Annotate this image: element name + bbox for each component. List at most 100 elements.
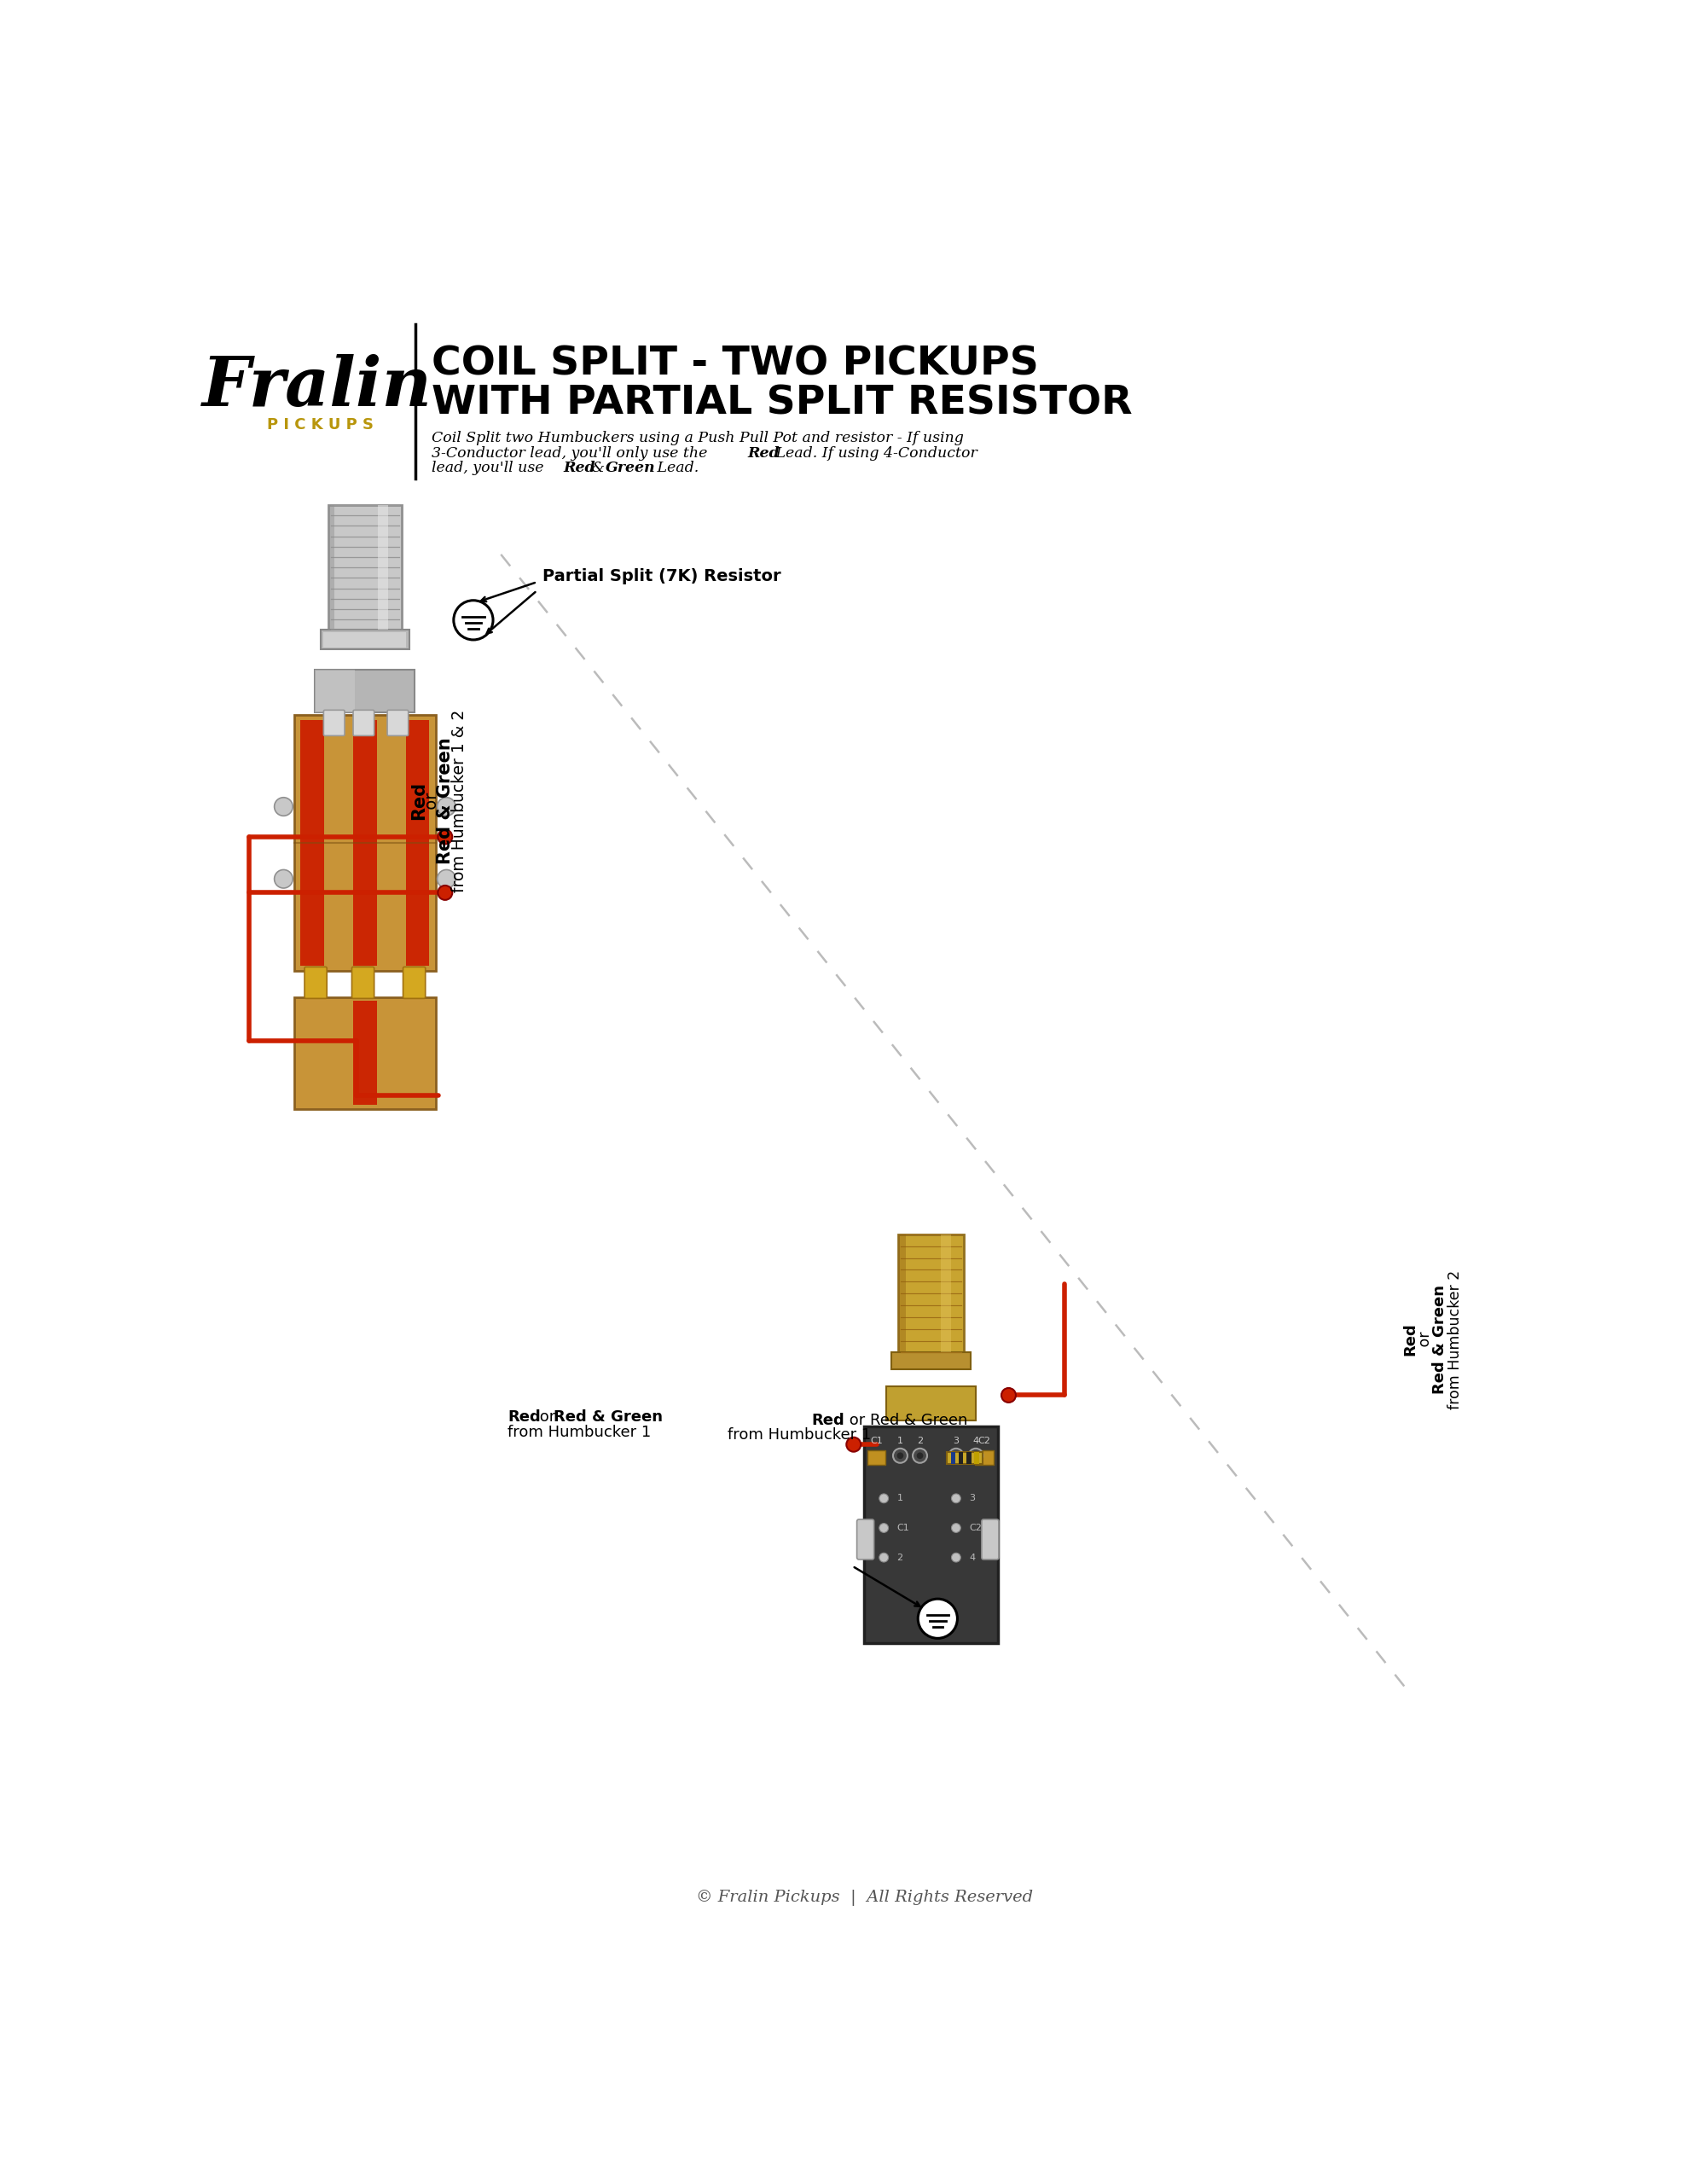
- FancyBboxPatch shape: [353, 710, 375, 736]
- Bar: [864, 1426, 998, 1642]
- Bar: [378, 505, 388, 629]
- Bar: [353, 1000, 376, 1105]
- Text: C2: C2: [977, 1437, 991, 1446]
- Text: lead, you'll use: lead, you'll use: [432, 461, 549, 476]
- Circle shape: [454, 601, 493, 640]
- Bar: [950, 1452, 955, 1463]
- Text: WITH PARTIAL SPLIT RESISTOR: WITH PARTIAL SPLIT RESISTOR: [432, 384, 1133, 422]
- Circle shape: [969, 1448, 982, 1463]
- Bar: [940, 1234, 950, 1352]
- Circle shape: [972, 1452, 979, 1459]
- Circle shape: [846, 1437, 861, 1452]
- Bar: [959, 1452, 964, 1463]
- Bar: [898, 1234, 964, 1352]
- Circle shape: [917, 1452, 923, 1459]
- Text: from Humbucker 1: from Humbucker 1: [508, 1424, 652, 1441]
- Circle shape: [437, 797, 456, 817]
- Text: Lead.: Lead.: [653, 461, 699, 476]
- Text: or: or: [535, 1409, 560, 1424]
- Text: C1: C1: [896, 1524, 910, 1533]
- Bar: [316, 668, 354, 712]
- Text: Red & Green: Red & Green: [1433, 1284, 1448, 1393]
- Circle shape: [437, 885, 452, 900]
- Text: Red: Red: [812, 1413, 844, 1428]
- Text: © Fralin Pickups  |  All Rights Reserved: © Fralin Pickups | All Rights Reserved: [695, 1889, 1033, 1907]
- Circle shape: [952, 1524, 960, 1533]
- Circle shape: [879, 1553, 888, 1562]
- Text: C1: C1: [871, 1437, 883, 1446]
- Text: or Red & Green: or Red & Green: [844, 1413, 967, 1428]
- Bar: [327, 505, 334, 629]
- Text: Red: Red: [410, 782, 427, 819]
- FancyBboxPatch shape: [351, 968, 375, 998]
- Text: 3-Conductor lead, you'll only use the: 3-Conductor lead, you'll only use the: [432, 446, 712, 461]
- Text: from Humbucker 1 & 2: from Humbucker 1 & 2: [451, 710, 468, 891]
- Bar: [967, 1452, 971, 1463]
- Circle shape: [893, 1448, 908, 1463]
- Text: Partial Split (7K) Resistor: Partial Split (7K) Resistor: [542, 568, 782, 583]
- Bar: [976, 1450, 994, 1465]
- Text: Red: Red: [564, 461, 596, 476]
- FancyBboxPatch shape: [324, 710, 344, 736]
- Bar: [974, 1452, 979, 1463]
- Text: &: &: [587, 461, 609, 476]
- Bar: [947, 1452, 982, 1463]
- Bar: [316, 668, 415, 712]
- Text: 1: 1: [898, 1437, 903, 1446]
- Text: or: or: [424, 786, 441, 815]
- FancyBboxPatch shape: [858, 1520, 874, 1559]
- Text: Lead. If using 4-Conductor: Lead. If using 4-Conductor: [771, 446, 977, 461]
- Circle shape: [437, 830, 452, 843]
- Text: Red: Red: [748, 446, 780, 461]
- Bar: [405, 721, 429, 965]
- Text: COIL SPLIT - TWO PICKUPS: COIL SPLIT - TWO PICKUPS: [432, 345, 1040, 382]
- Text: 4: 4: [969, 1553, 976, 1562]
- Bar: [324, 631, 407, 649]
- Circle shape: [949, 1448, 964, 1463]
- FancyBboxPatch shape: [403, 968, 425, 998]
- Circle shape: [437, 869, 456, 889]
- Text: 4: 4: [972, 1437, 979, 1446]
- Circle shape: [952, 1494, 960, 1503]
- Text: 3: 3: [954, 1437, 959, 1446]
- Circle shape: [918, 1599, 957, 1638]
- Bar: [294, 714, 436, 972]
- FancyBboxPatch shape: [982, 1520, 999, 1559]
- Bar: [868, 1450, 886, 1465]
- Bar: [891, 1352, 971, 1369]
- Text: P I C K U P S: P I C K U P S: [267, 417, 373, 432]
- Text: Fralin: Fralin: [203, 354, 432, 419]
- Text: Red: Red: [508, 1409, 540, 1424]
- FancyBboxPatch shape: [304, 968, 327, 998]
- Text: Red & Green: Red & Green: [437, 738, 454, 865]
- Circle shape: [952, 1553, 960, 1562]
- Bar: [327, 505, 402, 629]
- Text: Red & Green: Red & Green: [554, 1409, 663, 1424]
- Text: from Humbucker 1: from Humbucker 1: [728, 1426, 871, 1441]
- Circle shape: [952, 1452, 959, 1459]
- Circle shape: [275, 797, 292, 817]
- Text: C2: C2: [969, 1524, 982, 1533]
- Text: 2: 2: [896, 1553, 903, 1562]
- Text: 1: 1: [896, 1494, 903, 1503]
- Circle shape: [913, 1448, 927, 1463]
- Circle shape: [1001, 1389, 1016, 1402]
- Circle shape: [896, 1452, 903, 1459]
- FancyBboxPatch shape: [387, 710, 408, 736]
- Bar: [353, 721, 376, 965]
- Bar: [300, 721, 324, 965]
- Text: 3: 3: [969, 1494, 976, 1503]
- Text: 2: 2: [917, 1437, 923, 1446]
- Bar: [898, 1234, 906, 1352]
- Circle shape: [879, 1524, 888, 1533]
- Text: or: or: [1418, 1328, 1433, 1352]
- Bar: [294, 998, 436, 1109]
- Bar: [886, 1387, 976, 1422]
- Text: from Humbucker 2: from Humbucker 2: [1448, 1269, 1463, 1409]
- Text: Green: Green: [606, 461, 655, 476]
- Circle shape: [879, 1494, 888, 1503]
- Bar: [321, 629, 410, 649]
- Circle shape: [275, 869, 292, 889]
- Text: Coil Split two Humbuckers using a Push Pull Pot and resistor - If using: Coil Split two Humbuckers using a Push P…: [432, 430, 964, 446]
- Text: Red: Red: [1403, 1324, 1418, 1356]
